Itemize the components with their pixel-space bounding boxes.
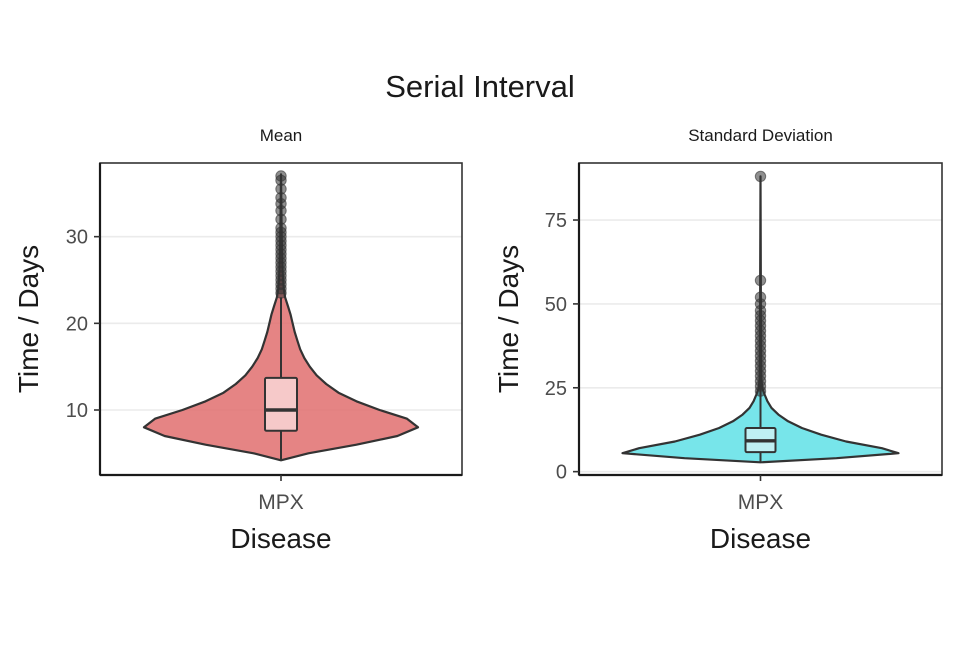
y-tick-label: 25 bbox=[545, 378, 567, 400]
y-tick-label: 50 bbox=[545, 294, 567, 316]
y-tick-label: 10 bbox=[66, 400, 88, 422]
panel-2: Standard Deviation 0 25 50 75 MPX Disease Time … bbox=[493, 126, 943, 554]
outlier-point bbox=[754, 170, 767, 183]
outlier-point bbox=[754, 274, 767, 287]
box-iqr bbox=[264, 376, 298, 432]
panel-1: Mean 10 20 30 MPX Disease Time / Days bbox=[13, 126, 463, 554]
chart-title: Serial Interval bbox=[385, 69, 575, 104]
y-axis-title: Time / Days bbox=[493, 245, 524, 393]
x-axis-title: Disease bbox=[230, 523, 331, 554]
y-tick-label: 30 bbox=[66, 227, 88, 249]
y-tick-label: 0 bbox=[556, 462, 567, 484]
x-tick-label: MPX bbox=[738, 491, 784, 514]
panel-title: Mean bbox=[260, 126, 303, 145]
x-axis-title: Disease bbox=[710, 523, 811, 554]
y-tick-label: 20 bbox=[66, 313, 88, 335]
y-tick-label: 75 bbox=[545, 210, 567, 232]
panel-title: Standard Deviation bbox=[688, 126, 833, 145]
outlier-point bbox=[275, 170, 287, 182]
y-axis-title: Time / Days bbox=[13, 245, 44, 393]
x-tick-label: MPX bbox=[258, 491, 304, 514]
outlier-point bbox=[754, 291, 767, 303]
